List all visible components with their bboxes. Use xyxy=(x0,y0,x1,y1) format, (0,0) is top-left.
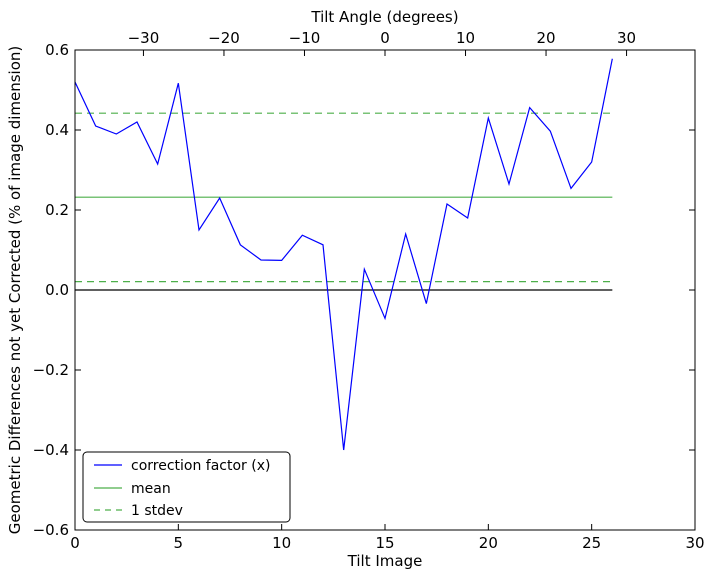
series-layer xyxy=(74,58,613,451)
x-tick-label: 5 xyxy=(174,534,184,552)
x-tick-label: 30 xyxy=(685,534,704,552)
y-tick-label: 0.2 xyxy=(45,201,69,219)
top-x-tick-label: −20 xyxy=(208,29,240,47)
top-x-tick-label: 10 xyxy=(456,29,475,47)
legend-label-stdev: 1 stdev xyxy=(131,503,183,519)
legend-label-mean: mean xyxy=(131,481,171,497)
top-x-tick-label: 0 xyxy=(380,29,390,47)
top-x-tick-label: −30 xyxy=(128,29,160,47)
x-axis-title: Tilt Image xyxy=(347,552,423,570)
legend: correction factor (x) mean 1 stdev xyxy=(82,451,291,523)
top-x-axis-title: Tilt Angle (degrees) xyxy=(310,8,458,26)
legend-label-correction: correction factor (x) xyxy=(131,458,270,474)
tick-labels: 0 5 10 15 20 25 30 −0.6 −0.4 −0.2 0.0 0.2 0.4 0.6 −30 −… xyxy=(33,29,705,552)
x-tick-label: 10 xyxy=(272,534,291,552)
y-tick-label: 0.4 xyxy=(45,121,69,139)
y-tick-label: −0.4 xyxy=(33,441,69,459)
x-tick-label: 15 xyxy=(375,534,394,552)
legend-box xyxy=(82,451,291,523)
x-tick-label: 0 xyxy=(70,534,80,552)
top-x-tick-label: 30 xyxy=(617,29,636,47)
top-x-tick-label: 20 xyxy=(536,29,555,47)
y-tick-label: −0.2 xyxy=(33,361,69,379)
y-axis-title: Geometric Differences not yet Corrected … xyxy=(6,46,24,535)
y-tick-label: 0.0 xyxy=(45,281,69,299)
ticks-layer xyxy=(74,49,696,531)
y-tick-label: 0.6 xyxy=(45,41,69,59)
x-tick-label: 20 xyxy=(479,534,498,552)
top-x-tick-label: −10 xyxy=(289,29,321,47)
series-line-correction-factor-x xyxy=(74,58,613,451)
x-tick-label: 25 xyxy=(582,534,601,552)
y-tick-label: −0.6 xyxy=(33,521,69,539)
